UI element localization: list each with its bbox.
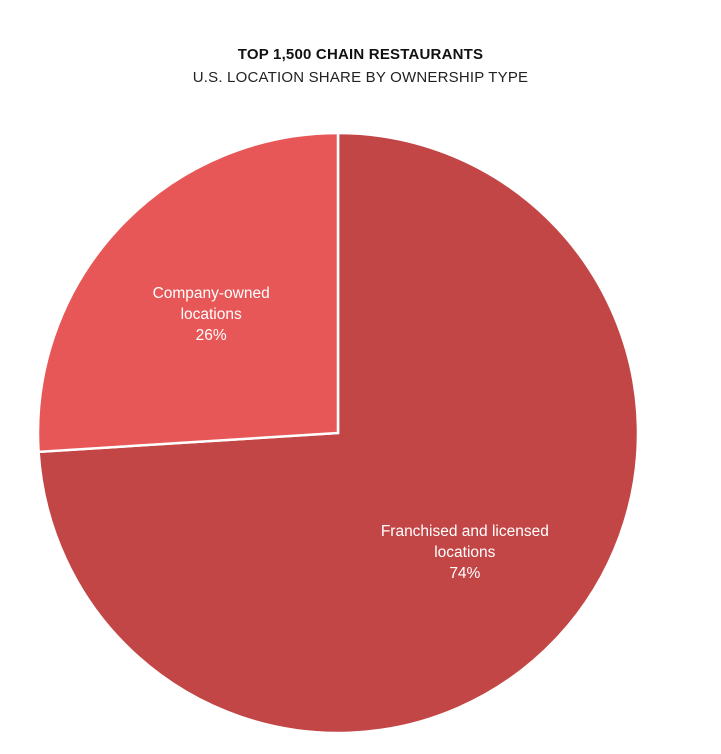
slice-category-label: locations bbox=[181, 306, 242, 323]
slice-value-label: 26% bbox=[196, 327, 227, 344]
pie-slices bbox=[36, 131, 640, 735]
pie-labels: Franchised and licensed locations 74% Compa… bbox=[153, 285, 549, 582]
chart-title: TOP 1,500 CHAIN RESTAURANTS bbox=[237, 46, 484, 63]
slice-category-label: locations bbox=[434, 544, 495, 561]
slice-value-label: 74% bbox=[449, 565, 480, 582]
pie-slice-label-0: Franchised and licensed locations 74% bbox=[381, 523, 549, 582]
chart-subtitle: U.S. LOCATION SHARE BY OWNERSHIP TYPE bbox=[192, 69, 529, 86]
pie-slice-label-1: Company-owned locations 26% bbox=[153, 285, 270, 344]
slice-category-label: Franchised and licensed bbox=[381, 523, 549, 540]
pie-slice-1 bbox=[36, 131, 340, 454]
slice-category-label: Company-owned bbox=[153, 285, 270, 302]
